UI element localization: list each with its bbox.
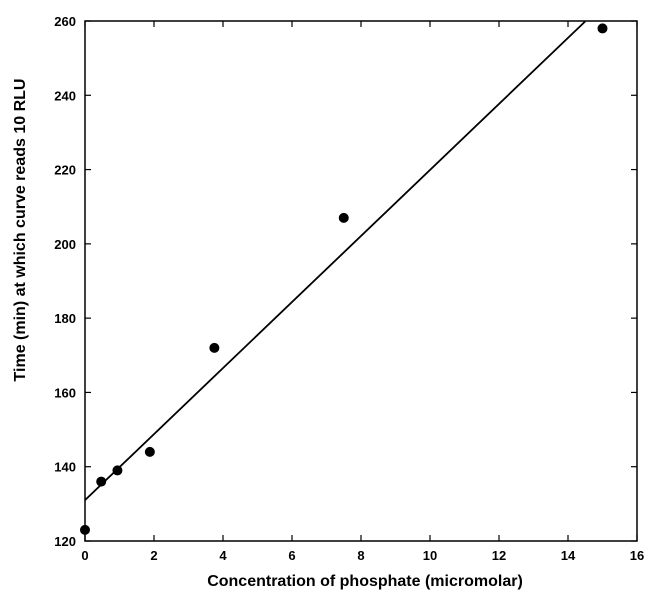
- data-points: [80, 23, 608, 535]
- data-point: [80, 524, 90, 535]
- plot-frame: [84, 20, 638, 542]
- y-tick-label: 220: [54, 163, 76, 178]
- data-point: [597, 23, 608, 34]
- x-tick-label: 8: [357, 548, 364, 563]
- y-axis-title: Time (min) at which curve reads 10 RLU: [12, 79, 29, 382]
- data-point: [144, 446, 155, 457]
- data-point: [338, 212, 349, 223]
- y-tick-label: 160: [54, 385, 76, 400]
- x-tick-label: 10: [423, 548, 437, 563]
- data-point: [112, 465, 123, 476]
- fit-line: [84, 20, 586, 501]
- x-axis-title: Concentration of phosphate (micromolar): [207, 573, 523, 590]
- x-tick-label: 12: [492, 548, 506, 563]
- x-tick-label: 16: [630, 548, 644, 563]
- x-tick-label: 2: [150, 548, 157, 563]
- x-tick-label: 4: [219, 548, 227, 563]
- x-tick-label: 0: [81, 548, 88, 563]
- data-point: [96, 476, 107, 487]
- y-tick-label: 180: [54, 311, 76, 326]
- x-tick-label: 14: [561, 548, 576, 563]
- y-tick-label: 140: [54, 460, 76, 475]
- y-tick-label: 120: [54, 534, 76, 549]
- y-tick-label: 200: [54, 237, 76, 252]
- fit-line-group: [84, 20, 586, 501]
- data-point: [209, 342, 220, 353]
- ticks: 0 2 4 6 8 10 12 14 16 120 140 160 180 200 220 240 260: [54, 14, 644, 563]
- x-tick-label: 6: [288, 548, 295, 563]
- axes: [84, 20, 638, 542]
- y-tick-label: 240: [54, 88, 76, 103]
- y-tick-label: 260: [54, 14, 76, 29]
